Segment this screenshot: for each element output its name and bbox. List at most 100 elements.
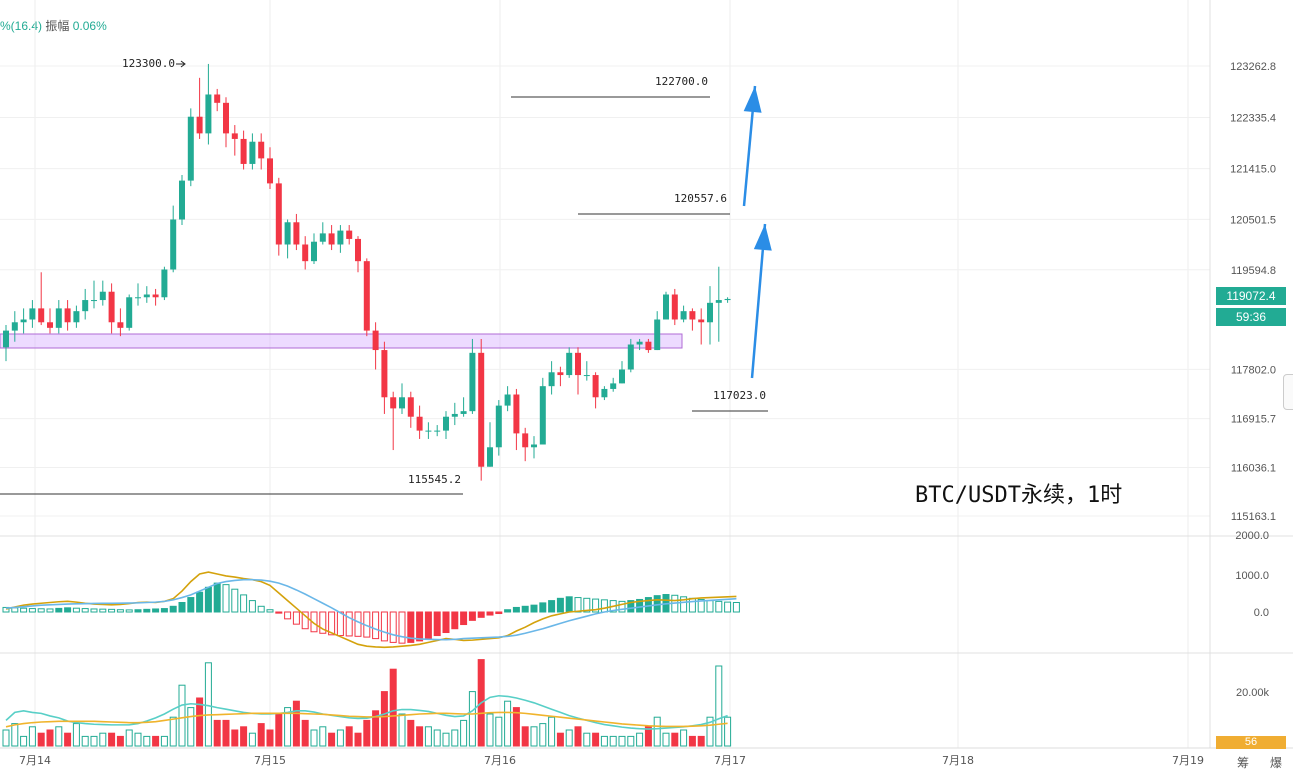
volume-bar-51 [451, 729, 459, 747]
candle-body-50 [443, 416, 449, 431]
volume-bar-40 [354, 732, 362, 747]
candle-body-63 [557, 372, 564, 376]
volume-bar-18 [160, 735, 168, 747]
candle-body-26 [231, 133, 238, 139]
candle-body-34 [302, 244, 309, 262]
time-tick-5: 7月19 [1172, 754, 1204, 767]
volume-tick-0: 20.00k [1236, 687, 1270, 699]
volume-bar-0 [2, 729, 10, 747]
candle-body-28 [249, 141, 256, 164]
time-tick-2: 7月16 [484, 754, 516, 767]
macd-bar-17 [152, 608, 160, 613]
volume-bar-65 [574, 726, 582, 747]
macd-bar-66 [583, 597, 591, 613]
macd-bar-14 [125, 609, 133, 613]
candle-body-57 [504, 394, 511, 406]
candle-body-49 [434, 430, 441, 432]
macd-bar-61 [539, 602, 547, 613]
candle-body-16 [143, 294, 150, 298]
candle-body-36 [319, 233, 326, 242]
macd-bar-27 [240, 594, 248, 613]
macd-bar-53 [468, 611, 476, 621]
macd-bar-56 [495, 611, 503, 615]
macd-bar-80 [706, 600, 714, 613]
macd-bar-49 [433, 611, 441, 637]
macd-bar-36 [319, 611, 327, 634]
price-annotations: 123300.0 122700.0 120557.6 117023.0 115545.2 [0, 57, 768, 495]
macd-bar-18 [160, 608, 168, 613]
volume-bar-3 [28, 726, 36, 747]
volume-bar-59 [521, 726, 529, 747]
macd-bar-20 [178, 602, 186, 613]
time-tick-4: 7月18 [942, 754, 974, 767]
candle-body-22 [196, 116, 203, 134]
macd-bar-71 [627, 600, 635, 613]
candle-body-72 [636, 341, 643, 345]
volume-bar-36 [319, 726, 327, 747]
candle-body-46 [407, 397, 414, 417]
candle-body-67 [592, 375, 599, 398]
macd-bar-34 [301, 611, 309, 630]
macd-bar-50 [442, 611, 450, 634]
volume-bar-60 [530, 726, 538, 747]
volume-value-tag: 56 [1216, 736, 1286, 749]
macd-bar-83 [732, 602, 740, 613]
macd-bar-21 [187, 597, 195, 613]
candle-body-31 [275, 183, 282, 245]
candle-body-39 [346, 230, 353, 239]
macd-bar-70 [618, 600, 626, 613]
price-tick-8: 115163.1 [1231, 511, 1276, 523]
macd-bar-64 [565, 596, 573, 613]
candle-body-8 [73, 311, 80, 323]
corner-label-1[interactable]: 筹 [1237, 756, 1250, 770]
candle-body-18 [161, 269, 168, 298]
current-price-tag: 119072.4 [1216, 287, 1286, 305]
macd-bar-47 [416, 611, 424, 642]
change-percent: %(16.4) [0, 19, 43, 33]
volume-bar-68 [600, 735, 608, 747]
macd-bar-68 [600, 599, 608, 613]
macd-bar-32 [284, 611, 292, 620]
volume-bar-13 [116, 735, 124, 747]
volume-bar-19 [169, 716, 177, 747]
price-axis: 123262.8 122335.4 121415.0 120501.5 119594.8… [1230, 61, 1276, 699]
macd-bar-51 [451, 611, 459, 630]
corner-label-2[interactable]: 爆 [1270, 756, 1283, 770]
macd-bar-2 [20, 607, 28, 613]
volume-bar-21 [187, 707, 195, 747]
volume-bar-14 [125, 729, 133, 747]
candle-body-53 [469, 352, 476, 412]
macd-bar-9 [81, 608, 89, 613]
volume-bar-47 [416, 726, 424, 747]
candle-body-6 [55, 308, 62, 328]
macd-bar-37 [328, 611, 336, 636]
volume-bar-79 [697, 735, 705, 747]
candle-body-56 [495, 405, 502, 448]
macd-bar-39 [345, 611, 353, 637]
macd-bar-6 [55, 607, 63, 613]
candle-body-41 [363, 261, 370, 331]
macd-bar-77 [680, 596, 688, 613]
chart-title: BTC/USDT永续，1时 [915, 483, 1122, 508]
volume-bar-17 [152, 735, 160, 747]
volume-bar-57 [504, 700, 512, 747]
scroll-handle[interactable] [1283, 374, 1293, 410]
candle-body-17 [152, 294, 159, 298]
macd-bar-43 [380, 611, 388, 642]
volume-bar-72 [636, 732, 644, 747]
support-zone [0, 333, 683, 349]
volume-bar-28 [248, 732, 256, 747]
macd-bar-28 [248, 600, 256, 613]
volume-bar-16 [143, 735, 151, 747]
support-zone-rect [0, 333, 683, 349]
candle-body-14 [126, 297, 133, 328]
price-tick-6: 116915.7 [1231, 414, 1276, 426]
volume-bar-80 [706, 716, 714, 747]
macd-bar-19 [169, 605, 177, 613]
volume-bar-12 [108, 732, 116, 747]
forecast-arrow-lower-head [753, 224, 772, 251]
candle-body-37 [328, 233, 335, 245]
macd-bar-35 [310, 611, 318, 633]
volume-bar-55 [486, 713, 494, 747]
